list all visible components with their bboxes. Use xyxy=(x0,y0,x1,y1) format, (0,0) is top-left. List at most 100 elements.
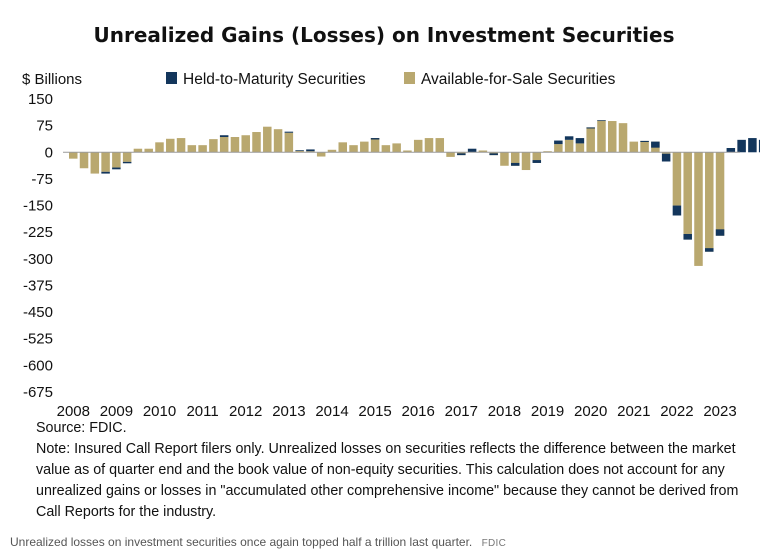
bar-held-to-maturity xyxy=(597,120,606,122)
bar-held-to-maturity xyxy=(586,127,595,129)
y-tick-label: -675 xyxy=(23,384,53,401)
y-tick-label: 75 xyxy=(36,118,53,135)
x-tick-label: 2008 xyxy=(57,403,90,420)
y-tick-label: -75 xyxy=(31,171,53,188)
bar-held-to-maturity xyxy=(219,135,229,138)
bar-available-for-sale xyxy=(403,150,412,153)
bar-available-for-sale xyxy=(198,145,207,153)
bar-available-for-sale xyxy=(672,152,682,206)
bar-held-to-maturity xyxy=(284,131,294,133)
bar-held-to-maturity xyxy=(370,138,380,140)
y-axis-label: $ Billions xyxy=(22,71,82,88)
methodology-note: Note: Insured Call Report filers only. U… xyxy=(36,441,739,520)
bar-available-for-sale xyxy=(360,141,369,153)
bar-available-for-sale xyxy=(273,129,283,153)
bar-available-for-sale xyxy=(532,152,542,163)
bar-held-to-maturity xyxy=(737,139,746,153)
x-tick-label: 2017 xyxy=(445,403,478,420)
bar-available-for-sale xyxy=(90,152,100,174)
bar-held-to-maturity xyxy=(705,248,714,252)
chart-title: Unrealized Gains (Losses) on Investment … xyxy=(94,23,675,47)
bar-held-to-maturity xyxy=(758,139,760,153)
bar-available-for-sale xyxy=(263,126,272,153)
bar-held-to-maturity xyxy=(101,171,110,174)
bar-held-to-maturity xyxy=(457,153,466,156)
legend-swatch-htm xyxy=(166,72,177,84)
bar-held-to-maturity xyxy=(510,162,520,166)
x-tick-label: 2016 xyxy=(402,403,435,420)
bar-held-to-maturity xyxy=(564,136,574,140)
bar-available-for-sale xyxy=(295,150,304,153)
bar-available-for-sale xyxy=(176,138,186,153)
bar-held-to-maturity xyxy=(122,161,132,164)
bar-available-for-sale xyxy=(661,152,671,154)
caption-text: Unrealized losses on investment securiti… xyxy=(10,535,473,549)
y-tick-label: 150 xyxy=(28,91,53,108)
bar-held-to-maturity xyxy=(661,153,671,162)
x-tick-label: 2020 xyxy=(574,403,607,420)
x-tick-label: 2011 xyxy=(186,403,218,420)
y-tick-label: -300 xyxy=(23,251,53,268)
bar-held-to-maturity xyxy=(112,167,121,170)
bar-held-to-maturity xyxy=(295,150,304,151)
bar-available-for-sale xyxy=(133,148,143,153)
caption-credit: FDIC xyxy=(481,538,507,549)
bar-available-for-sale xyxy=(230,137,240,153)
bar-available-for-sale xyxy=(597,120,606,153)
bar-available-for-sale xyxy=(413,139,423,153)
caption: Unrealized losses on investment securiti… xyxy=(10,535,506,549)
bar-available-for-sale xyxy=(187,145,197,153)
bar-held-to-maturity xyxy=(683,233,692,240)
bar-available-for-sale xyxy=(705,152,714,252)
x-tick-label: 2015 xyxy=(358,403,391,420)
bar-held-to-maturity xyxy=(306,149,315,152)
x-tick-label: 2018 xyxy=(488,403,521,420)
bar-held-to-maturity xyxy=(554,140,563,145)
bar-held-to-maturity xyxy=(575,138,585,144)
bar-held-to-maturity xyxy=(640,140,649,142)
bar-available-for-sale xyxy=(338,142,347,153)
y-axis: 150 75 0 -75 -150 -225 -300 -375 -450 -525 -600 -67… xyxy=(23,91,53,401)
bar-available-for-sale xyxy=(155,142,164,153)
bar-available-for-sale xyxy=(381,145,391,153)
bar-available-for-sale xyxy=(424,138,434,153)
y-tick-label: -225 xyxy=(23,224,53,241)
bar-available-for-sale xyxy=(683,152,692,234)
bar-held-to-maturity xyxy=(726,148,736,153)
bar-available-for-sale xyxy=(241,135,250,153)
legend: Held-to-Maturity Securities Available-fo… xyxy=(166,71,616,88)
bar-available-for-sale xyxy=(101,152,110,172)
bar-available-for-sale xyxy=(316,152,326,157)
source-note: Source: FDIC. xyxy=(36,420,127,436)
bar-available-for-sale xyxy=(575,143,585,153)
bars xyxy=(69,120,760,266)
x-tick-label: 2021 xyxy=(617,403,650,420)
bar-available-for-sale xyxy=(306,151,315,153)
bar-available-for-sale xyxy=(370,138,380,153)
bar-available-for-sale xyxy=(122,152,132,162)
x-tick-label: 2023 xyxy=(703,403,736,420)
y-tick-label: -600 xyxy=(23,357,53,374)
x-tick-label: 2012 xyxy=(229,403,262,420)
bar-available-for-sale xyxy=(327,149,337,153)
bar-held-to-maturity xyxy=(672,205,682,216)
bar-available-for-sale xyxy=(166,138,175,153)
y-tick-label: -450 xyxy=(23,304,53,321)
legend-label-afs: Available-for-Sale Securities xyxy=(421,71,616,88)
bar-held-to-maturity xyxy=(532,160,542,163)
bar-available-for-sale xyxy=(435,138,445,153)
bar-available-for-sale xyxy=(500,152,509,166)
bar-held-to-maturity xyxy=(651,141,660,148)
y-tick-label: 0 xyxy=(45,144,53,161)
bar-available-for-sale xyxy=(564,139,574,153)
bar-available-for-sale xyxy=(144,148,153,153)
x-tick-label: 2013 xyxy=(272,403,305,420)
bar-available-for-sale xyxy=(694,152,703,266)
y-tick-label: -375 xyxy=(23,277,53,294)
bar-available-for-sale xyxy=(392,143,401,153)
x-tick-label: 2022 xyxy=(660,403,693,420)
bar-available-for-sale xyxy=(629,141,639,153)
x-tick-label: 2014 xyxy=(315,403,348,420)
bar-available-for-sale xyxy=(554,144,563,153)
x-tick-label: 2010 xyxy=(143,403,176,420)
